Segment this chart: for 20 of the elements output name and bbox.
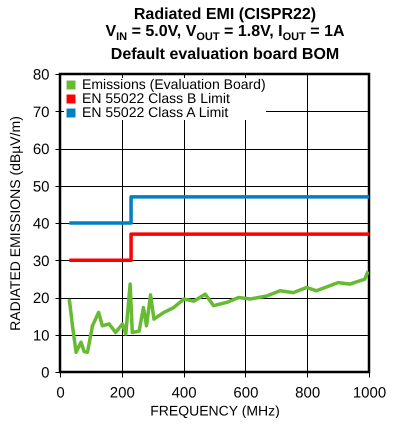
x-tick-label: 800 [295,384,320,402]
y-tick-label: 10 [32,327,50,344]
y-tick-label: 20 [32,290,50,308]
y-tick-label: 0 [41,364,50,382]
line-series [68,270,369,354]
y-tick-label: 30 [32,252,50,270]
x-tick-label: 0 [56,384,65,402]
legend-label: Emissions (Evaluation Board) [82,76,266,92]
x-tick-label: 400 [172,384,197,402]
y-tick-label: 80 [32,66,50,84]
chart-title: Radiated EMI (CISPR22) V$_{IN}$ = 5.0V, V$_{OUT}$ = 1.8V, I$_{OUT}$ = 1A Default evaluation board BOM [105,6,345,64]
y-tick-label: 50 [32,178,50,196]
y-axis-title: RADIATED EMISSIONS (dBµV/m) [6,116,23,332]
x-tick-label: 200 [110,384,135,402]
x-tick-label: 600 [233,384,258,402]
x-tick-label: 1000 [352,384,386,402]
y-tick-label: 60 [32,141,50,158]
y-tick-label: 40 [32,216,50,233]
y-tick-label: 70 [32,104,50,121]
legend-label: EN 55022 Class A Limit [82,104,228,120]
